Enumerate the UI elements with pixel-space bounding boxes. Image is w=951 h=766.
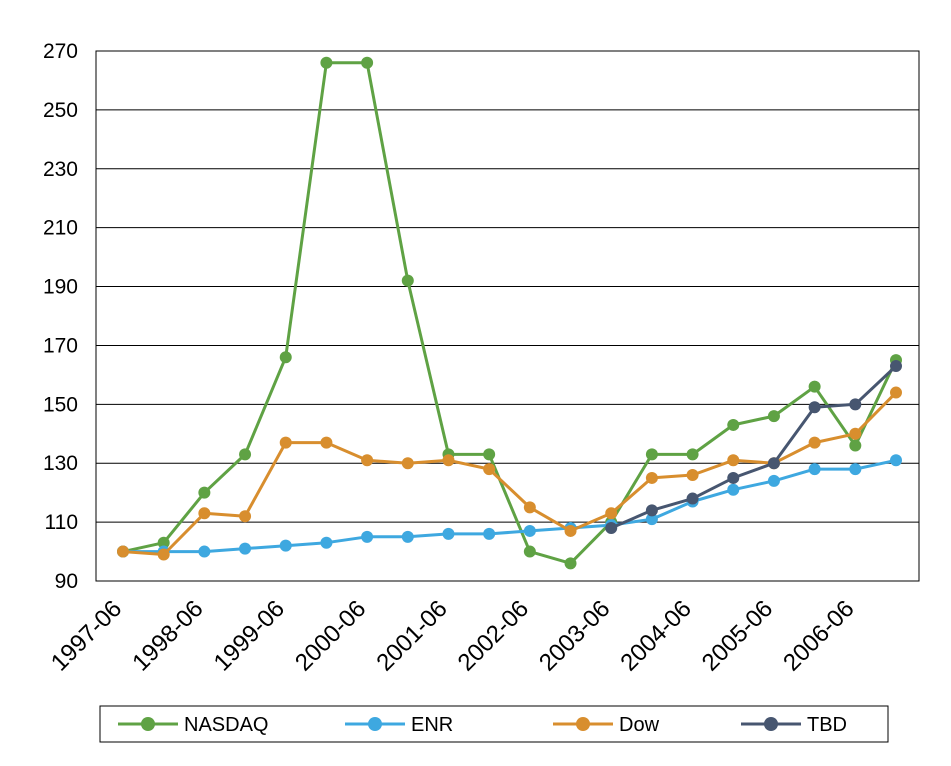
data-point-tbd xyxy=(686,492,699,505)
data-point-dow xyxy=(401,457,414,470)
data-point-enr xyxy=(808,463,821,476)
data-point-nasdaq xyxy=(686,448,699,461)
y-tick-label: 190 xyxy=(43,276,78,299)
data-point-nasdaq xyxy=(645,448,658,461)
data-point-nasdaq xyxy=(361,56,374,69)
y-tick-label: 210 xyxy=(43,217,78,240)
data-point-dow xyxy=(239,510,252,523)
data-point-nasdaq xyxy=(849,439,862,452)
data-point-nasdaq xyxy=(320,56,333,69)
legend-label-dow: Dow xyxy=(619,714,660,736)
data-point-enr xyxy=(361,530,374,543)
data-point-dow xyxy=(157,548,170,561)
x-tick-label: 2005-06 xyxy=(697,595,778,676)
data-point-nasdaq xyxy=(239,448,252,461)
series-line-enr xyxy=(123,458,897,554)
x-tick-label: 2003-06 xyxy=(534,595,615,676)
data-point-dow xyxy=(645,471,658,484)
x-tick-label: 2006-06 xyxy=(778,595,859,676)
x-tick-label: 2004-06 xyxy=(615,595,696,676)
data-point-enr xyxy=(442,527,455,540)
data-point-enr xyxy=(849,463,862,476)
data-point-dow xyxy=(117,545,129,558)
data-point-dow xyxy=(808,436,821,449)
data-point-dow xyxy=(279,436,292,449)
legend-marker-dow xyxy=(576,717,590,731)
data-point-dow xyxy=(361,454,374,467)
data-point-tbd xyxy=(605,522,618,534)
y-tick-label: 90 xyxy=(55,570,78,593)
data-point-dow xyxy=(686,469,699,481)
x-tick-label: 1999-06 xyxy=(209,595,290,676)
data-point-nasdaq xyxy=(279,351,292,364)
legend-label-nasdaq: NASDAQ xyxy=(184,714,268,736)
y-tick-label: 150 xyxy=(43,393,78,416)
data-point-dow xyxy=(890,386,902,399)
series-line-nasdaq xyxy=(122,61,898,565)
data-point-nasdaq xyxy=(401,274,414,287)
data-point-nasdaq xyxy=(523,545,536,558)
data-point-dow xyxy=(483,463,496,476)
data-point-enr xyxy=(320,536,333,549)
data-point-nasdaq xyxy=(808,380,821,393)
data-point-tbd xyxy=(849,398,862,411)
series-group xyxy=(117,56,902,570)
y-tick-label: 250 xyxy=(43,99,78,122)
x-tick-label: 1998-06 xyxy=(127,595,208,676)
data-point-dow xyxy=(523,501,536,514)
data-point-tbd xyxy=(808,401,821,414)
data-point-dow xyxy=(320,436,333,449)
data-point-dow xyxy=(442,454,455,467)
data-point-dow xyxy=(605,507,618,520)
data-point-enr xyxy=(767,474,780,487)
data-point-enr xyxy=(239,542,252,555)
data-point-tbd xyxy=(767,457,780,470)
x-tick-label: 2002-06 xyxy=(453,595,534,676)
data-point-nasdaq xyxy=(727,418,740,431)
gridlines xyxy=(95,50,920,582)
legend-marker-nasdaq xyxy=(141,717,155,731)
legend-marker-enr xyxy=(368,717,382,731)
y-tick-label: 130 xyxy=(43,452,78,475)
data-point-dow xyxy=(727,454,740,467)
x-tick-label: 2001-06 xyxy=(371,595,452,676)
legend: NASDAQ ENR Dow TBD xyxy=(99,705,889,743)
data-point-enr xyxy=(279,539,292,552)
data-point-tbd xyxy=(727,471,740,484)
legend-marker-tbd xyxy=(764,717,778,731)
data-point-dow xyxy=(198,507,211,520)
data-point-enr xyxy=(198,545,211,558)
series-line-tbd xyxy=(610,365,898,530)
legend-label-enr: ENR xyxy=(411,714,453,736)
data-point-tbd xyxy=(645,504,658,517)
data-point-nasdaq xyxy=(157,536,170,549)
y-tick-label: 110 xyxy=(45,511,78,534)
data-point-enr xyxy=(727,483,740,496)
data-point-enr xyxy=(401,530,414,543)
y-tick-label: 170 xyxy=(43,334,78,357)
y-tick-label: 270 xyxy=(43,40,78,63)
x-tick-label: 1997-06 xyxy=(46,595,127,676)
x-tick-label: 2000-06 xyxy=(290,595,371,676)
legend-label-tbd: TBD xyxy=(807,714,847,736)
plot-border xyxy=(95,50,920,582)
data-point-enr xyxy=(483,527,496,540)
data-point-enr xyxy=(645,513,658,526)
series-line-dow xyxy=(122,391,898,556)
data-point-dow xyxy=(849,427,862,440)
data-point-enr xyxy=(523,524,536,537)
data-point-nasdaq xyxy=(767,410,780,423)
y-axis: 90 110 130 150 170 190 210 230 250 270 xyxy=(43,40,78,593)
y-tick-label: 230 xyxy=(43,158,78,181)
data-point-nasdaq xyxy=(564,557,577,570)
data-point-nasdaq xyxy=(198,486,211,499)
data-point-dow xyxy=(564,524,577,537)
x-axis: 1997-06 1998-06 1999-06 2000-06 2001-06 2002-… xyxy=(46,595,860,676)
data-point-nasdaq xyxy=(483,448,496,461)
data-point-tbd xyxy=(890,360,902,373)
data-point-enr xyxy=(890,454,902,467)
